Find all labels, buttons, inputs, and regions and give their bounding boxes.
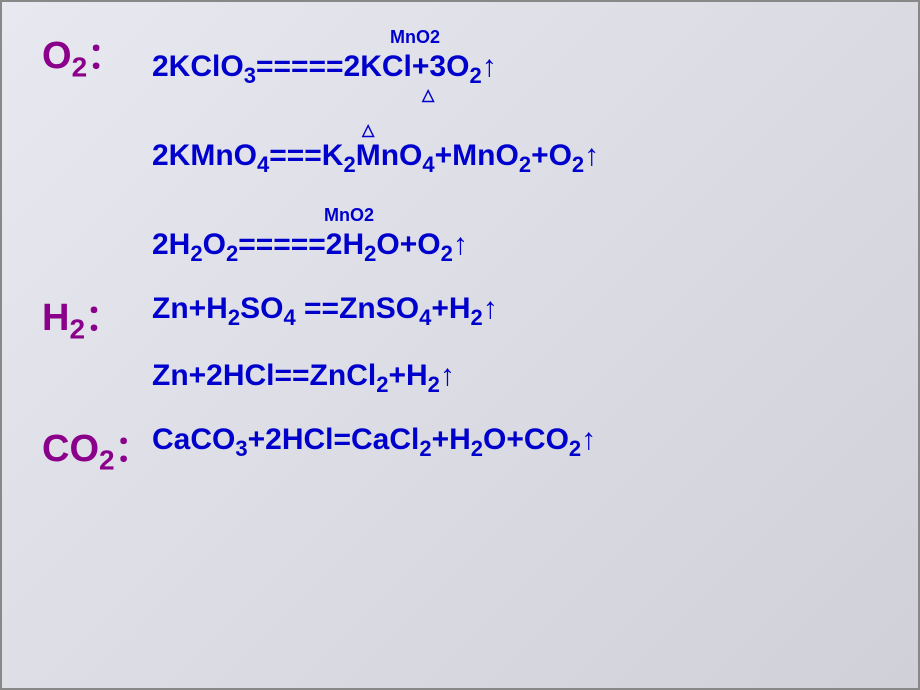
label-o2-base: O <box>42 35 72 77</box>
eq-kclo3-catalyst: MnO2 <box>390 27 440 48</box>
label-co2: CO2： <box>42 420 152 472</box>
eq-kmno4-wrapper: △ 2KMnO4===K2MnO4+MnO2+O2↑ <box>152 136 888 175</box>
eq-znhcl: Zn+2HCl==ZnCl2+H2↑ <box>152 356 888 395</box>
eq-h2o2-catalyst: MnO2 <box>324 205 374 226</box>
section-o2: O2： MnO2 2KClO3=====2KCl+3O2↑ △ △ 2KMnO4… <box>42 27 888 264</box>
eq-kclo3: 2KClO3=====2KCl+3O2↑ <box>152 47 888 86</box>
eq-znh2so4-wrapper: Zn+H2SO4 ==ZnSO4+H2↑ <box>152 289 888 328</box>
label-h2-base: H <box>42 297 69 339</box>
eq-caco3-wrapper: CaCO3+2HCl=CaCl2+H2O+CO2↑ <box>152 420 888 459</box>
eq-kmno4-delta: △ <box>362 120 374 140</box>
label-o2-colon: ： <box>87 35 123 76</box>
label-co2-sub: 2 <box>99 445 115 476</box>
o2-equations: MnO2 2KClO3=====2KCl+3O2↑ △ △ 2KMnO4===K… <box>152 27 888 264</box>
eq-znh2so4: Zn+H2SO4 ==ZnSO4+H2↑ <box>152 289 888 328</box>
label-o2: O2： <box>42 27 152 79</box>
section-co2: CO2： CaCO3+2HCl=CaCl2+H2O+CO2↑ <box>42 420 888 472</box>
co2-equations: CaCO3+2HCl=CaCl2+H2O+CO2↑ <box>152 420 888 459</box>
eq-caco3: CaCO3+2HCl=CaCl2+H2O+CO2↑ <box>152 420 888 459</box>
label-co2-colon: ： <box>115 428 151 469</box>
label-o2-sub: 2 <box>72 52 88 83</box>
label-h2-sub: 2 <box>69 314 85 345</box>
eq-h2o2: 2H2O2=====2H2O+O2↑ <box>152 225 888 264</box>
label-co2-base: CO <box>42 428 99 470</box>
eq-h2o2-wrapper: MnO2 2H2O2=====2H2O+O2↑ <box>152 225 888 264</box>
label-h2-colon: ： <box>85 297 121 338</box>
label-h2: H2： <box>42 289 152 341</box>
slide-content: O2： MnO2 2KClO3=====2KCl+3O2↑ △ △ 2KMnO4… <box>2 2 918 502</box>
h2-equations: Zn+H2SO4 ==ZnSO4+H2↑ Zn+2HCl==ZnCl2+H2↑ <box>152 289 888 395</box>
section-h2: H2： Zn+H2SO4 ==ZnSO4+H2↑ Zn+2HCl==ZnCl2+… <box>42 289 888 395</box>
eq-kclo3-wrapper: MnO2 2KClO3=====2KCl+3O2↑ △ <box>152 47 888 86</box>
eq-znhcl-wrapper: Zn+2HCl==ZnCl2+H2↑ <box>152 356 888 395</box>
eq-kmno4: 2KMnO4===K2MnO4+MnO2+O2↑ <box>152 136 888 175</box>
eq-kclo3-delta: △ <box>422 85 434 105</box>
